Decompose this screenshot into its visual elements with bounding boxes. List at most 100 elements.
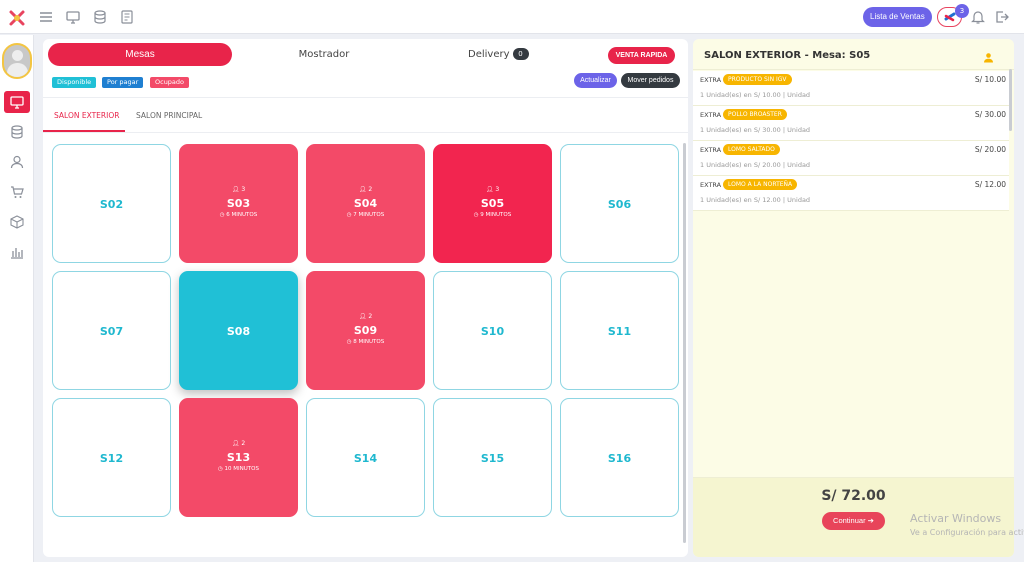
bell-icon[interactable] <box>970 9 986 25</box>
mesa-card[interactable]: S02 <box>52 144 171 263</box>
sidebar-item-cart[interactable] <box>4 181 30 203</box>
order-item[interactable]: EXTRA POLLO BROASTER S/ 30.00 1 Unidad(es) … <box>693 106 1009 141</box>
divider <box>693 69 1014 70</box>
legend-disponible: Disponible <box>52 77 97 88</box>
ventas-logo-icon <box>944 12 956 22</box>
mover-pedidos-button[interactable]: Mover pedidos <box>621 73 680 88</box>
mesa-card[interactable]: S06 <box>560 144 679 263</box>
order-item[interactable]: EXTRA LOMO SALTADO S/ 20.00 1 Unidad(es) en… <box>693 141 1009 176</box>
mesa-name: S16 <box>607 452 632 465</box>
chart-icon <box>11 248 23 259</box>
mesa-name: S14 <box>353 452 378 465</box>
lista-de-ventas-button[interactable]: Lista de Ventas <box>863 7 932 27</box>
mesa-name: S12 <box>99 452 124 465</box>
order-footer: S/ 72.00 Continuar ➔ <box>693 477 1014 557</box>
mesa-card[interactable]: S12 <box>52 398 171 517</box>
avatar-body <box>7 63 28 77</box>
divider <box>43 97 688 98</box>
user-icon <box>10 155 24 169</box>
monitor-icon[interactable] <box>65 9 81 25</box>
avatar-head <box>12 50 23 61</box>
order-item[interactable]: EXTRA PRODUCTO SIN IGV S/ 10.00 1 Unidad(es… <box>693 71 1009 106</box>
sidebar-item-mesas[interactable] <box>4 91 30 113</box>
mesa-name: S06 <box>607 198 632 211</box>
continuar-button[interactable]: Continuar ➔ <box>822 512 885 530</box>
database-icon <box>11 125 23 139</box>
tab-salon-exterior[interactable]: SALON EXTERIOR <box>54 111 120 120</box>
app-logo-icon[interactable] <box>8 9 26 27</box>
mesa-card[interactable]: 👤︎ 2 S04 ◷ 7 MINUTOS <box>306 144 425 263</box>
active-tab-underline <box>43 130 125 132</box>
scrollbar[interactable] <box>683 143 686 543</box>
logout-icon[interactable] <box>994 9 1010 25</box>
mesa-name: S04 <box>353 197 378 210</box>
mesa-name: S05 <box>480 197 505 210</box>
monitor-icon <box>10 96 24 109</box>
order-item-product: LOMO SALTADO <box>723 144 780 155</box>
mesa-name: S07 <box>99 325 124 338</box>
mesa-card[interactable]: 👤︎ 2 S09 ◷ 8 MINUTOS <box>306 271 425 390</box>
top-bar: Lista de Ventas 3 <box>0 0 1024 34</box>
mesa-card[interactable]: S10 <box>433 271 552 390</box>
tab-salon-principal[interactable]: SALON PRINCIPAL <box>136 111 203 120</box>
order-item-detail: 1 Unidad(es) en S/ 30.00 | Unidad <box>700 126 811 134</box>
sidebar-item-reports[interactable] <box>4 241 30 263</box>
box-icon <box>10 215 24 229</box>
mesa-card[interactable]: S15 <box>433 398 552 517</box>
order-item-extra: EXTRA <box>700 76 722 84</box>
mesa-name: S02 <box>99 198 124 211</box>
order-item-price: S/ 30.00 <box>974 110 1006 119</box>
actualizar-button[interactable]: Actualizar <box>574 73 617 88</box>
mesa-card[interactable]: S16 <box>560 398 679 517</box>
order-item-extra: EXTRA <box>700 111 722 119</box>
main-panel: Mesas Mostrador Delivery 0 VENTA RAPIDA D… <box>43 39 688 557</box>
tab-mostrador[interactable]: Mostrador <box>298 49 350 60</box>
mesa-people-count: 👤︎ 2 <box>358 186 373 193</box>
sidebar-item-products[interactable] <box>4 211 30 233</box>
mesa-card[interactable]: S11 <box>560 271 679 390</box>
mesa-card[interactable]: 👤︎ 2 S13 ◷ 10 MINUTOS <box>179 398 298 517</box>
windows-watermark-subtitle: Ve a Configuración para activ <box>910 528 1024 537</box>
legend-por-pagar: Por pagar <box>102 77 144 88</box>
mesa-name: S10 <box>480 325 505 338</box>
left-sidebar <box>0 35 34 562</box>
order-item-detail: 1 Unidad(es) en S/ 10.00 | Unidad <box>700 91 811 99</box>
mesa-name: S08 <box>226 325 251 338</box>
order-item-product: PRODUCTO SIN IGV <box>723 74 792 85</box>
venta-rapida-button[interactable]: VENTA RAPIDA <box>608 47 675 64</box>
mesa-card[interactable]: S07 <box>52 271 171 390</box>
order-title: SALON EXTERIOR - Mesa: S05 <box>704 50 871 61</box>
sidebar-item-database[interactable] <box>4 121 30 143</box>
mesa-name: S11 <box>607 325 632 338</box>
sidebar-item-users[interactable] <box>4 151 30 173</box>
order-item-product: POLLO BROASTER <box>723 109 787 120</box>
legend-ocupado: Ocupado <box>150 77 190 88</box>
scrollbar[interactable] <box>1009 69 1012 131</box>
tab-mesas[interactable]: Mesas <box>48 43 232 66</box>
notification-badge: 3 <box>955 4 969 18</box>
tab-delivery-label: Delivery <box>468 49 510 60</box>
mesa-people-count: 👤︎ 2 <box>358 313 373 320</box>
document-icon[interactable] <box>119 9 135 25</box>
mesa-card[interactable]: 👤︎ 3 S05 ◷ 9 MINUTOS <box>433 144 552 263</box>
mesa-card[interactable]: S14 <box>306 398 425 517</box>
cart-icon <box>11 186 24 198</box>
database-icon[interactable] <box>92 9 108 25</box>
order-item-price: S/ 10.00 <box>974 75 1006 84</box>
order-item-detail: 1 Unidad(es) en S/ 12.00 | Unidad <box>700 196 811 204</box>
menu-icon[interactable] <box>38 9 54 25</box>
order-item-price: S/ 20.00 <box>974 145 1006 154</box>
tab-delivery[interactable]: Delivery 0 <box>468 43 558 66</box>
mesa-name: S15 <box>480 452 505 465</box>
order-item[interactable]: EXTRA LOMO A LA NORTEÑA S/ 12.00 1 Unidad(e… <box>693 176 1009 211</box>
mesa-elapsed-time: ◷ 10 MINUTOS <box>218 466 259 472</box>
order-item-detail: 1 Unidad(es) en S/ 20.00 | Unidad <box>700 161 811 169</box>
order-item-product: LOMO A LA NORTEÑA <box>723 179 798 190</box>
avatar[interactable] <box>2 43 32 79</box>
user-icon[interactable] <box>983 52 994 63</box>
order-panel: SALON EXTERIOR - Mesa: S05 EXTRA PRODUCTO… <box>693 39 1014 557</box>
mesa-card[interactable]: 👤︎ 3 S03 ◷ 6 MINUTOS <box>179 144 298 263</box>
mesa-people-count: 👤︎ 3 <box>231 186 246 193</box>
mesa-card[interactable]: S08 <box>179 271 298 390</box>
mesa-people-count: 👤︎ 2 <box>231 440 246 447</box>
